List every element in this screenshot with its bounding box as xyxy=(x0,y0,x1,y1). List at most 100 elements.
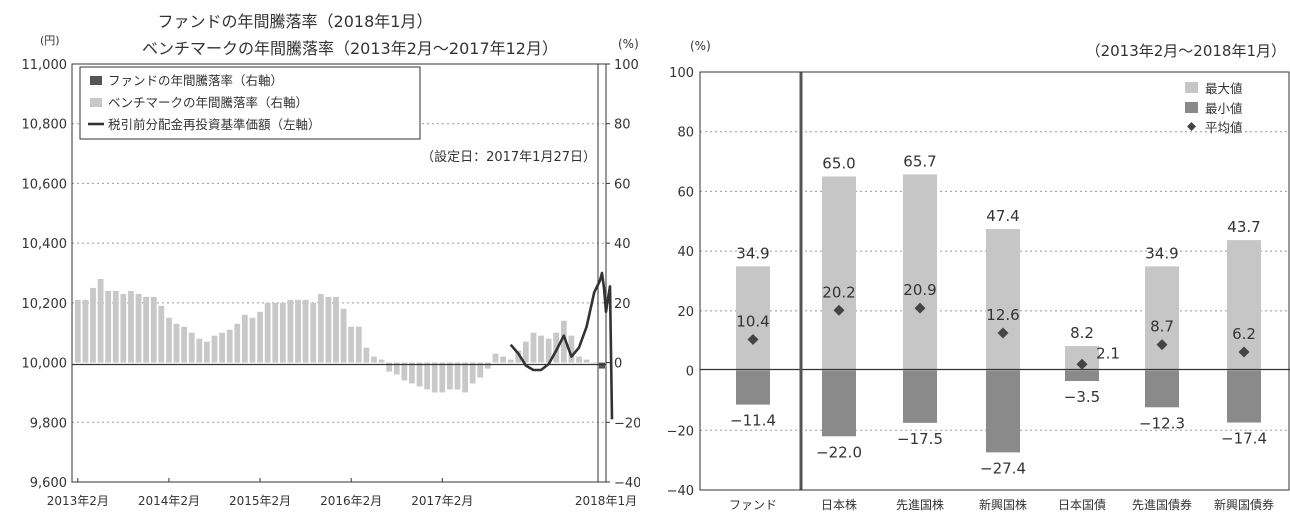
x-axis: 2013年2月 2014年2月 2015年2月 2016年2月 2017年2月 2018年… xyxy=(47,478,637,508)
min-bar xyxy=(1145,370,1179,408)
x-tick-label: 2017年2月 xyxy=(411,494,473,508)
y-tick-label: −20 xyxy=(667,424,694,439)
left-y-tick-label: 11,000 xyxy=(22,58,68,73)
benchmark-bar xyxy=(530,332,537,363)
benchmark-bar xyxy=(287,299,294,363)
benchmark-bar xyxy=(409,362,415,384)
benchmark-bar xyxy=(112,290,119,363)
left-plot-frame xyxy=(71,63,607,483)
benchmark-bar xyxy=(150,296,157,363)
min-bar xyxy=(736,370,770,405)
benchmark-bar xyxy=(325,296,332,363)
benchmark-bar xyxy=(439,362,446,393)
benchmark-bar xyxy=(462,362,468,393)
left-y-tick-label: 10,800 xyxy=(22,118,68,133)
y-tick-label: −40 xyxy=(667,484,694,499)
category-label: 先進国債券 xyxy=(1132,497,1192,512)
benchmark-bar xyxy=(484,362,491,369)
x-tick-label: 2014年2月 xyxy=(138,494,200,508)
benchmark-bar xyxy=(249,317,256,363)
benchmark-bar xyxy=(241,314,248,363)
benchmark-bar xyxy=(340,308,347,363)
right-y-tick-label: −40 xyxy=(614,476,640,491)
mean-value-label: 2.1 xyxy=(1096,344,1120,362)
mean-marker xyxy=(997,327,1009,339)
benchmark-bar xyxy=(545,338,552,363)
benchmark-bar xyxy=(386,362,393,372)
left-y-tick-label: 10,400 xyxy=(22,237,68,252)
min-value-label: −11.4 xyxy=(730,412,776,430)
benchmark-bar xyxy=(560,320,567,363)
benchmark-bar xyxy=(135,293,142,363)
benchmark-bar xyxy=(447,362,453,390)
asset-class-comparison-chart: (%) （2013年2月～2018年1月） 34.9 −11.4 10.4 65.0 −… xyxy=(667,39,1290,512)
max-value-label: 8.2 xyxy=(1070,324,1094,342)
benchmark-bar xyxy=(219,332,225,363)
right-y-tick-label: 100 xyxy=(614,58,639,73)
legend-right: 最大値 最小値 平均値 xyxy=(1185,81,1243,135)
min-bar xyxy=(903,370,937,423)
benchmark-bar xyxy=(97,278,104,363)
benchmark-bar xyxy=(522,341,529,363)
benchmark-bar xyxy=(82,299,89,363)
data-labels: 34.9 −11.4 10.4 65.0 −22.0 20.2 65.7 −17.5 20.9 4… xyxy=(730,152,1267,477)
category-label: 先進国株 xyxy=(896,497,944,512)
right-axis-unit: (%) xyxy=(618,37,639,51)
fund-bar xyxy=(599,362,605,369)
benchmark-bar xyxy=(378,359,385,363)
benchmark-bar xyxy=(74,299,81,363)
left-axis-unit: (円) xyxy=(40,34,60,47)
mean-marker xyxy=(1238,346,1250,358)
x-tick-label: 2015年2月 xyxy=(229,494,291,508)
benchmark-bar xyxy=(492,353,499,363)
left-gridlines xyxy=(72,123,606,423)
benchmark-bar xyxy=(204,341,210,363)
benchmark-bar xyxy=(393,362,400,375)
mean-value-label: 10.4 xyxy=(736,313,769,331)
benchmark-bar xyxy=(424,362,431,390)
benchmark-bar xyxy=(515,350,522,363)
benchmark-bar xyxy=(333,296,339,363)
benchmark-bar xyxy=(264,302,271,363)
mean-value-label: 8.7 xyxy=(1150,318,1174,336)
benchmark-bar xyxy=(553,332,560,363)
left-y-tick-label: 10,600 xyxy=(22,177,68,192)
benchmark-bar xyxy=(538,335,544,363)
left-y-tick-label: 9,600 xyxy=(30,476,67,491)
benchmark-bar xyxy=(302,299,309,363)
max-value-label: 34.9 xyxy=(736,244,769,262)
min-bar xyxy=(986,370,1020,453)
mean-marker xyxy=(833,304,845,316)
min-value-label: −17.5 xyxy=(897,430,943,448)
benchmark-bar xyxy=(181,326,188,363)
legend: ファンドの年間騰落率（右軸） ベンチマークの年間騰落率（右軸） 税引前分配金再投… xyxy=(79,66,421,140)
legend-swatch-mean xyxy=(1187,122,1196,131)
right-gridlines xyxy=(700,131,1289,431)
legend-swatch-benchmark xyxy=(90,98,102,107)
benchmark-bar xyxy=(279,302,286,363)
benchmark-bar xyxy=(371,356,377,363)
range-bars xyxy=(736,174,1261,453)
benchmark-bar xyxy=(196,338,203,363)
setup-date-note: （設定日：2017年1月27日） xyxy=(421,149,596,165)
benchmark-bar xyxy=(272,302,279,363)
benchmark-bar xyxy=(90,287,96,363)
min-value-label: −22.0 xyxy=(816,443,862,461)
benchmark-bar xyxy=(568,335,575,363)
legend-label-benchmark: ベンチマークの年間騰落率（右軸） xyxy=(108,95,308,110)
left-y-tick-label: 10,200 xyxy=(22,297,68,312)
period-label: （2013年2月～2018年1月） xyxy=(1086,42,1286,60)
mean-marker xyxy=(747,334,759,346)
benchmark-bar xyxy=(317,293,324,363)
max-value-label: 47.4 xyxy=(986,207,1019,225)
benchmark-bar xyxy=(128,290,134,363)
y-tick-label: 40 xyxy=(677,245,694,260)
right-plot-frame xyxy=(699,71,1290,491)
benchmark-bar xyxy=(469,362,476,384)
benchmark-bar xyxy=(454,362,461,390)
left-y-tick-label: 10,000 xyxy=(22,357,68,372)
mean-value-label: 20.2 xyxy=(822,283,855,301)
max-bar xyxy=(903,174,937,371)
benchmark-bar xyxy=(401,362,408,381)
legend-swatch-min xyxy=(1185,102,1198,113)
